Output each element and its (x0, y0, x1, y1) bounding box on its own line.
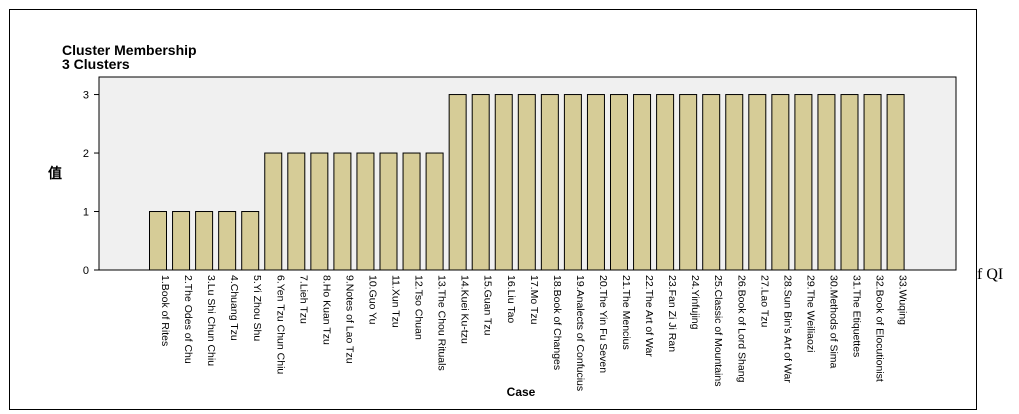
x-tick-label: 32.Book of Elocutionist (874, 275, 886, 382)
x-tick-label: 2.The Odes of Chu (182, 275, 194, 364)
bar (840, 94, 859, 271)
y-tick-label: 3 (83, 90, 89, 102)
bar (517, 94, 536, 271)
bar (402, 152, 421, 271)
x-tick-label: 19.Analects of Confucius (574, 275, 586, 391)
bar (218, 211, 237, 271)
x-tick-label: 15.Guan Tzu (482, 275, 494, 336)
bar (241, 211, 260, 271)
bar (725, 94, 744, 271)
x-tick-label: 25.Classic of Mountains (712, 275, 724, 386)
bar (195, 211, 214, 271)
x-tick-label: 12.Tso Chuan (413, 275, 425, 340)
bar (748, 94, 767, 271)
bar (448, 94, 467, 271)
chart-title: Cluster Membership (62, 42, 197, 58)
bar (356, 152, 375, 271)
x-tick-label: 3.Lu Shi Chun Chiu (205, 275, 217, 366)
x-tick-label: 8.Ho Kuan Tzu (320, 275, 332, 345)
bar (702, 94, 721, 271)
x-tick-label: 6.Yen Tzu Chun Chiu (274, 275, 286, 374)
bar (863, 94, 882, 271)
x-tick-label: 4.Chuang Tzu (228, 275, 240, 341)
x-tick-label: 10.Guo Yu (366, 275, 378, 325)
y-tick-label: 0 (83, 265, 89, 277)
x-tick-label: 30.Methods of Sima (827, 275, 839, 369)
x-tick-label: 28.Sun Bin's Art of War (781, 275, 793, 383)
x-tick-label: 23.Fan Zi Ji Ran (666, 275, 678, 352)
y-tick-label: 1 (83, 207, 89, 219)
x-tick-label: 27.Lao Tzu (758, 275, 770, 328)
x-tick-label: 17.Mo Tzu (528, 275, 540, 325)
x-tick-label: 11.Xun Tzu (390, 275, 402, 328)
bar (471, 94, 490, 271)
bar (494, 94, 513, 271)
bar (563, 94, 582, 271)
y-axis-label: 值 (48, 165, 62, 182)
x-tick-label: 22.The Art of War (643, 275, 655, 357)
bars (149, 94, 905, 271)
x-tick-label: 7.Lieh Tzu (297, 275, 309, 324)
bar (310, 152, 329, 271)
bar (817, 94, 836, 271)
bar (540, 94, 559, 271)
x-tick-label: 13.The Chou Rituals (436, 275, 448, 371)
x-tick-label: 20.The Yin Fu Seven (597, 275, 609, 373)
bar (287, 152, 306, 271)
bar (149, 211, 167, 271)
y-axis: 0 1 2 3 (83, 77, 100, 277)
x-tick-labels: 1.Book of Rites 2.The Odes of Chu 3.Lu Shi… (159, 275, 909, 391)
bar (425, 152, 444, 271)
x-tick-label: 26.Book of Lord Shang (735, 275, 747, 383)
x-tick-label: 29.The Weiliaozi (804, 275, 816, 352)
x-tick-label: 24.Yinfujing (689, 275, 701, 330)
bar (633, 94, 652, 271)
bar (172, 211, 191, 271)
x-tick-label: 21.The Mencius (620, 275, 632, 350)
x-tick-label: 18.Book of Changes (551, 275, 563, 370)
bar (586, 94, 605, 271)
bar (379, 152, 398, 271)
bar (333, 152, 352, 271)
x-tick-label: 16.Liu Tao (505, 275, 517, 323)
y-tick-label: 2 (83, 148, 89, 160)
bar (656, 94, 675, 271)
x-tick-label: 33.Wuqing (897, 275, 909, 325)
side-text: f QI (977, 266, 1004, 283)
chart-subtitle: 3 Clusters (62, 56, 130, 72)
bar (679, 94, 698, 271)
bar (794, 94, 813, 271)
x-tick-label: 5.Yi Zhou Shu (251, 275, 263, 341)
bar (610, 94, 628, 271)
bar (886, 94, 905, 271)
x-tick-label: 9.Notes of Lao Tzu (343, 275, 355, 364)
bar-chart: Cluster Membership 3 Clusters 值 Case 012… (48, 42, 957, 399)
x-tick-label: 31.The Etiquettes (851, 275, 863, 357)
bar (771, 94, 790, 271)
x-tick-label: 14.Kuei Ku-tzu (459, 275, 471, 344)
bar (264, 152, 283, 271)
x-axis-label: Case (507, 385, 536, 399)
x-tick-label: 1.Book of Rites (159, 275, 171, 346)
